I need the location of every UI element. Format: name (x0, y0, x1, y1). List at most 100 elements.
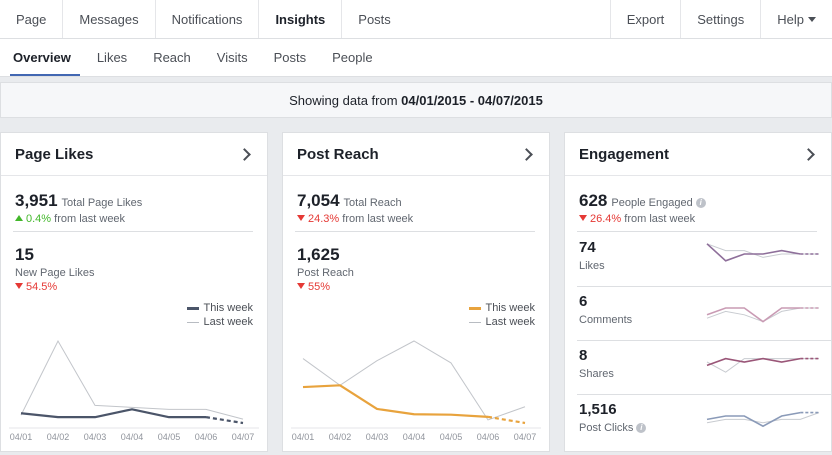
x-tick-label: 04/04 (403, 432, 426, 442)
sparkline-last-week (706, 243, 819, 258)
card-title: Post Reach (297, 145, 379, 163)
legend-swatch (469, 321, 482, 323)
change-value: 0.4% (26, 213, 52, 225)
top-nav: Page Messages Notifications Insights Pos… (0, 0, 832, 39)
page-likes-chart: 04/01 04/02 04/03 04/04 04/05 04/06 04/07 (1, 333, 267, 451)
chevron-right-icon[interactable] (520, 147, 533, 161)
series-line-this-week (20, 408, 206, 419)
total-reach-label: Total Reach (343, 197, 402, 209)
row-label-text: Post Clicks (579, 422, 634, 434)
tab-overview[interactable]: Overview (0, 39, 84, 76)
nav-posts[interactable]: Posts (358, 11, 391, 27)
new-likes-stat: 15 New Page Likes 54.5% (15, 245, 95, 293)
change-suffix: from last week (342, 213, 414, 225)
x-tick-label: 04/01 (10, 432, 33, 442)
chevron-right-icon[interactable] (802, 147, 815, 161)
caret-down-icon (808, 16, 816, 22)
total-reach-value: 7,054 (297, 191, 340, 210)
total-likes-value: 3,951 (15, 191, 58, 210)
series-line-last-week (20, 339, 244, 420)
new-likes-value: 15 (15, 245, 34, 264)
nav-settings[interactable]: Settings (680, 0, 760, 38)
nav-page[interactable]: Page (0, 0, 64, 38)
sparkline-this-week (706, 357, 801, 367)
sparkline (706, 243, 819, 262)
nav-notifications[interactable]: Notifications (156, 0, 260, 38)
chart-legend: This week Last week (187, 301, 253, 329)
chart-legend: This week Last week (469, 301, 535, 329)
x-tick-label: 04/02 (47, 432, 70, 442)
divider (577, 394, 831, 395)
total-reach-change: 24.3% from last week (297, 213, 413, 225)
engagement-row-likes[interactable]: 74 Likes (565, 233, 831, 287)
engagement-row-post-clicks[interactable]: 1,516 Post Clicks i (565, 395, 831, 449)
post-reach-chart: 04/01 04/02 04/03 04/04 04/05 04/06 04/07 (283, 333, 549, 451)
sparkline-this-week (706, 307, 801, 323)
total-likes-stat: 3,951 Total Page Likes 0.4% from last wee… (15, 191, 142, 225)
legend-last-week: Last week (469, 315, 535, 329)
engagement-row-comments[interactable]: 6 Comments (565, 287, 831, 341)
divider (577, 286, 831, 287)
nav-insights[interactable]: Insights (259, 0, 343, 38)
series-line-this-week (302, 384, 489, 418)
arrow-down-icon (15, 283, 23, 289)
tab-people[interactable]: People (332, 50, 373, 65)
new-likes-label: New Page Likes (15, 267, 95, 279)
legend-last-week: Last week (187, 315, 253, 329)
arrow-down-icon (297, 215, 305, 221)
tab-posts[interactable]: Posts (273, 50, 307, 65)
legend-this-week: This week (187, 301, 253, 315)
nav-messages[interactable]: Messages (63, 0, 156, 38)
legend-label: Last week (203, 316, 253, 328)
nav-help[interactable]: Help (760, 0, 832, 38)
sparkline-this-week (706, 411, 801, 428)
date-range-banner: Showing data from 04/01/2015 - 04/07/201… (0, 82, 832, 118)
x-tick-label: 04/07 (514, 432, 537, 442)
nav-spacer (407, 0, 610, 38)
x-tick-label: 04/06 (195, 432, 218, 442)
total-reach-stat: 7,054 Total Reach 24.3% from last week (297, 191, 413, 225)
divider (13, 231, 253, 232)
row-label: Comments (579, 314, 633, 326)
divider (577, 231, 817, 232)
row-value: 74 (579, 239, 596, 256)
series-line-this-week-projected (205, 416, 244, 425)
page-likes-header[interactable]: Page Likes (1, 133, 267, 176)
chevron-right-icon[interactable] (238, 147, 251, 161)
legend-label: Last week (485, 316, 535, 328)
page-likes-chart-svg: 04/01 04/02 04/03 04/04 04/05 04/06 04/07 (9, 339, 259, 442)
card-title: Page Likes (15, 145, 94, 163)
change-value: 55% (308, 281, 331, 293)
row-value: 8 (579, 347, 588, 364)
tab-visits[interactable]: Visits (216, 50, 248, 65)
change-suffix: from last week (54, 213, 126, 225)
sparkline (706, 307, 819, 323)
sparkline-this-week (706, 243, 801, 262)
people-engaged-change: 26.4% from last week (579, 213, 706, 225)
tab-likes[interactable]: Likes (96, 50, 128, 65)
x-tick-label: 04/03 (366, 432, 389, 442)
sparkline (706, 411, 820, 428)
engagement-header[interactable]: Engagement (565, 133, 831, 176)
post-reach-stat: 1,625 Post Reach 55% (297, 245, 354, 293)
info-icon[interactable]: i (695, 198, 706, 208)
post-reach-header[interactable]: Post Reach (283, 133, 549, 176)
x-tick-label: 04/07 (232, 432, 255, 442)
tab-reach[interactable]: Reach (153, 50, 191, 65)
nav-export[interactable]: Export (609, 0, 681, 38)
row-label: Likes (579, 260, 605, 272)
arrow-down-icon (297, 283, 305, 289)
sparkline-last-week (706, 358, 819, 373)
card-title: Engagement (579, 145, 670, 163)
info-icon[interactable]: i (636, 423, 647, 433)
change-value: 24.3% (308, 213, 340, 225)
x-tick-label: 04/03 (84, 432, 107, 442)
total-likes-change: 0.4% from last week (15, 213, 142, 225)
row-value: 6 (579, 293, 588, 310)
legend-swatch (187, 321, 200, 323)
post-reach-chart-svg: 04/01 04/02 04/03 04/04 04/05 04/06 04/07 (291, 340, 541, 442)
new-likes-change: 54.5% (15, 281, 95, 293)
engagement-row-shares[interactable]: 8 Shares (565, 341, 831, 395)
date-range-value: 04/01/2015 - 04/07/2015 (401, 92, 543, 108)
legend-label: This week (203, 302, 253, 314)
